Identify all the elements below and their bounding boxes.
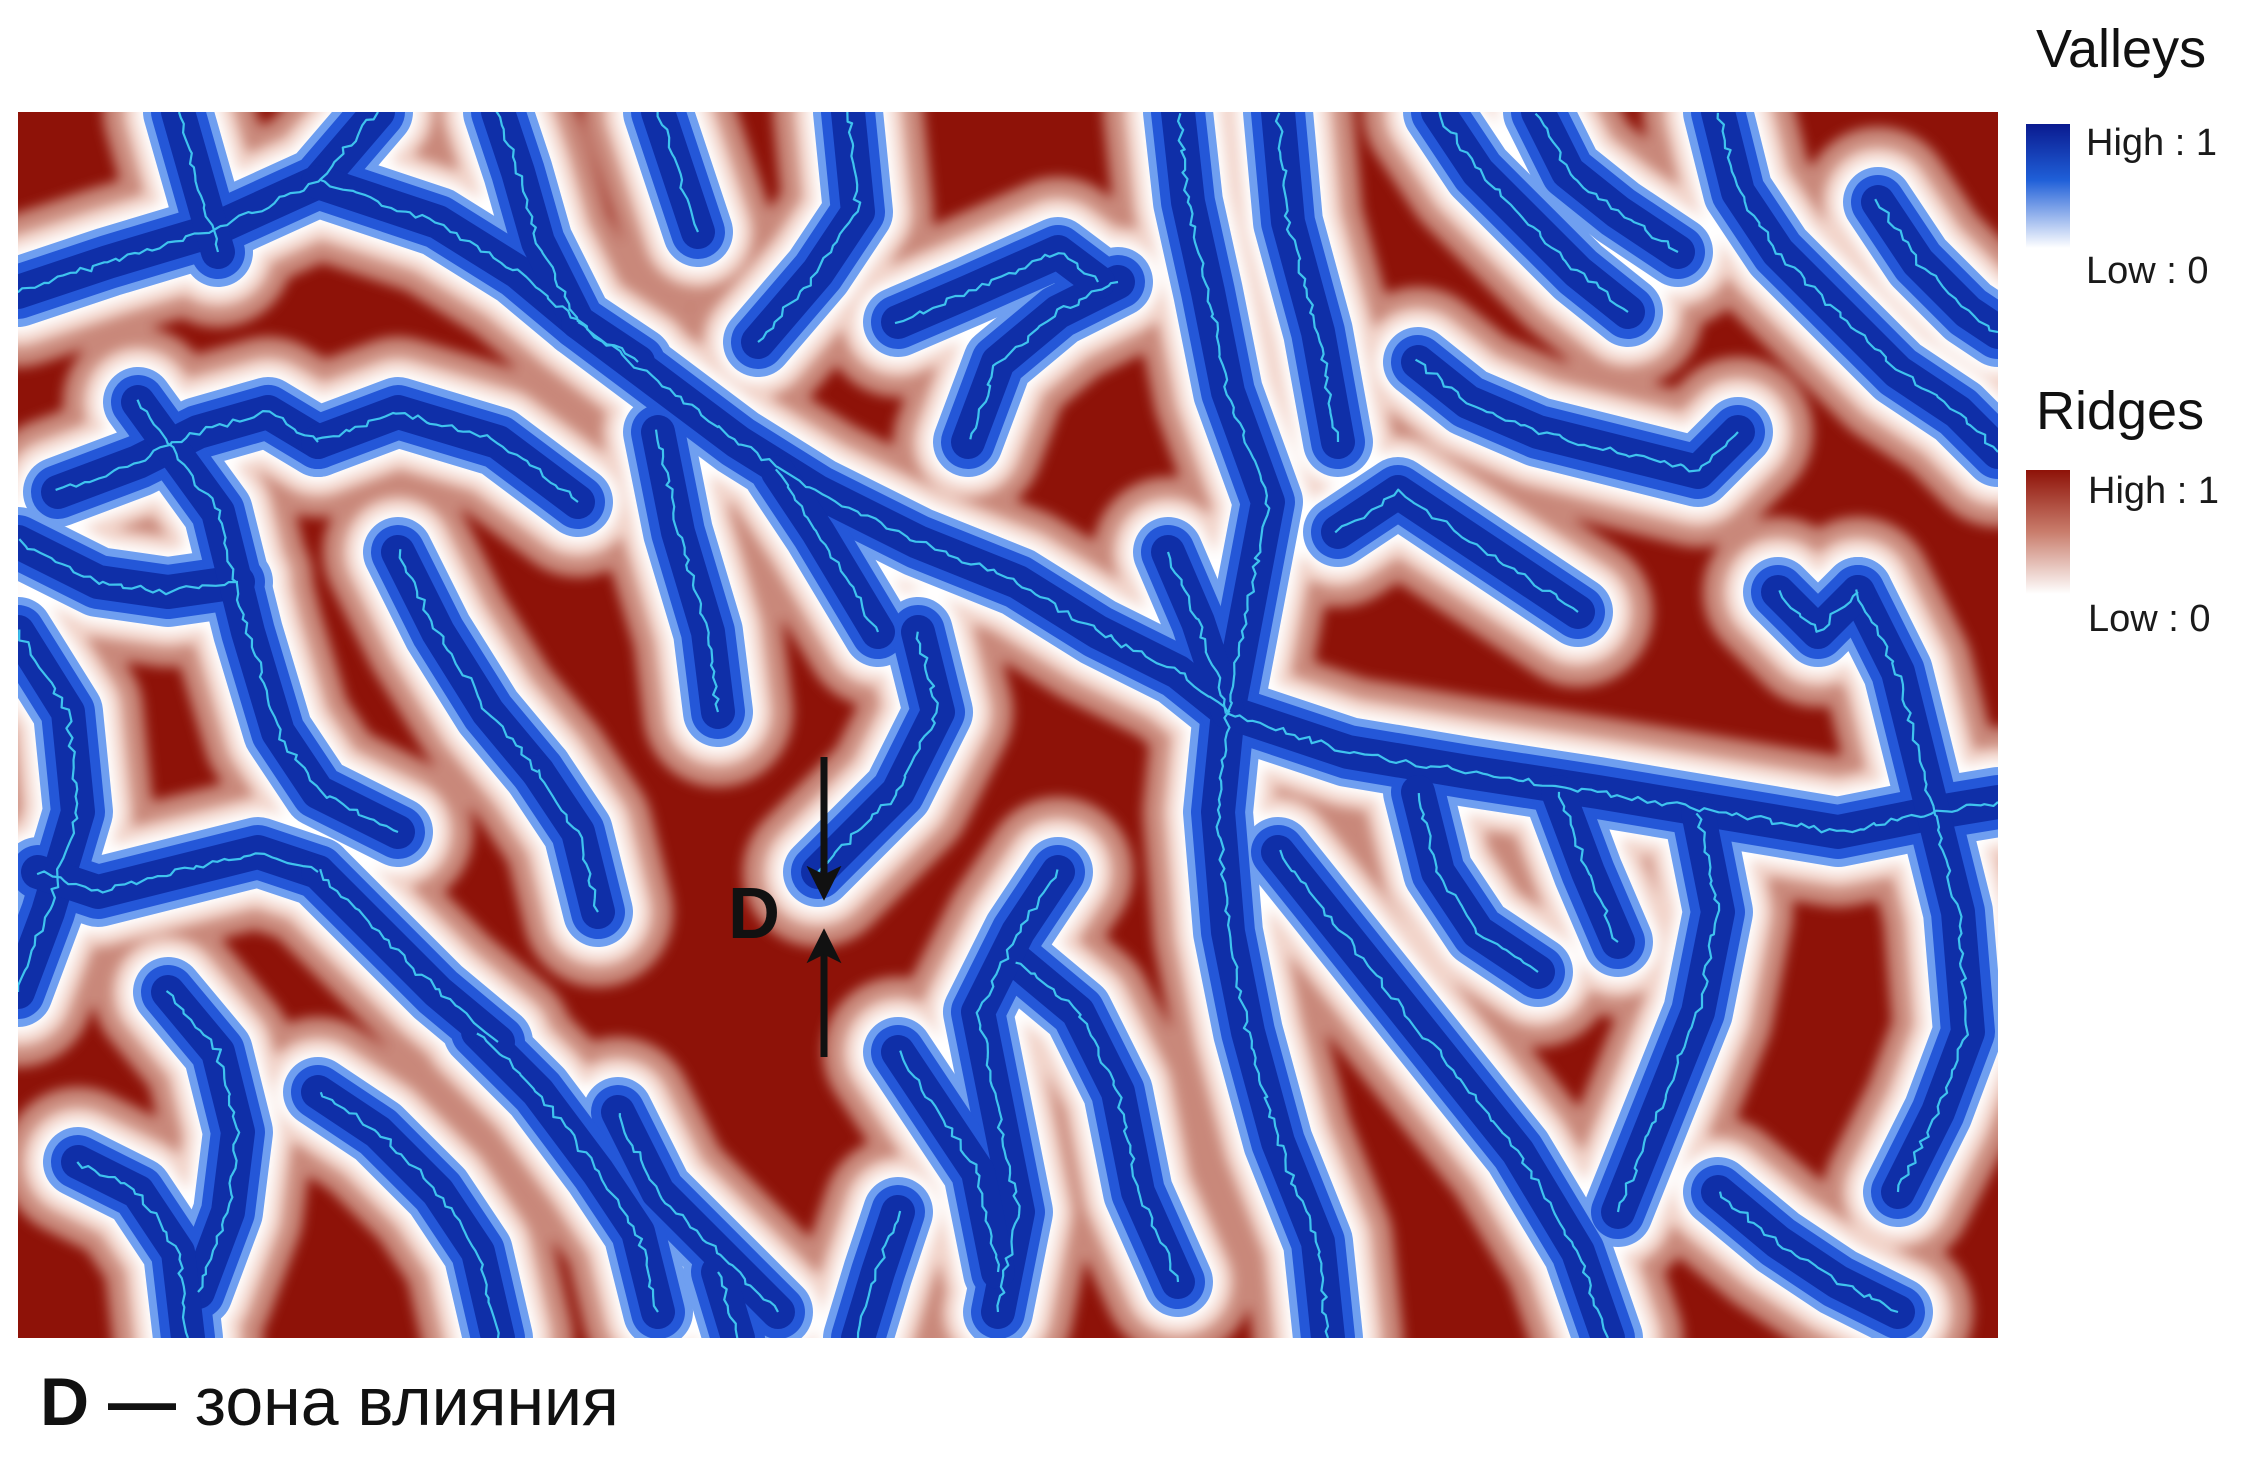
stream-line-28 <box>1874 198 1998 334</box>
stream-line-11 <box>18 629 79 993</box>
stream-line-13 <box>136 399 399 834</box>
valley-core-channel-36 <box>841 1195 915 1338</box>
caption-text: зона влияния <box>194 1364 619 1440</box>
valley-core-channel-35 <box>881 1035 1015 1289</box>
stream-line-7 <box>969 280 1119 440</box>
stream-line-24 <box>1334 488 1579 613</box>
stream-line-20 <box>1227 712 1998 834</box>
stream-line-40 <box>165 990 241 1293</box>
legend-valleys-ramp <box>2026 124 2070 248</box>
stream-line-37 <box>618 1113 779 1313</box>
stream-line-35 <box>899 1050 1000 1273</box>
legend-valleys-low: Low : 0 <box>2086 250 2209 292</box>
stream-line-34 <box>975 869 1059 1313</box>
stream-line-17 <box>774 468 880 633</box>
stream-line-16 <box>654 429 720 713</box>
legend-ridges-high: High : 1 <box>2088 470 2219 512</box>
stream-line-27 <box>1716 112 1998 453</box>
stream-line-48 <box>717 1271 739 1338</box>
stream-line-33 <box>1015 961 1180 1283</box>
stream-line-29 <box>1855 589 1969 1193</box>
valley-core-channel-29 <box>1841 575 1985 1209</box>
stream-line-47 <box>656 112 700 233</box>
stream-line-5 <box>1177 112 1271 713</box>
stream-line-41 <box>76 1161 190 1338</box>
stream-line-6 <box>1274 112 1340 443</box>
stream-line-39 <box>319 1091 500 1338</box>
caption-dash: — <box>108 1364 177 1440</box>
legend-valleys-high: High : 1 <box>2086 122 2217 164</box>
stream-line-36 <box>856 1210 902 1338</box>
stream-line-44 <box>537 769 599 913</box>
valley-core-channel-11 <box>18 615 95 1009</box>
valley-core-channel-2 <box>481 112 595 339</box>
stream-line-10 <box>18 538 239 596</box>
legend-ridges-ramp <box>2026 470 2070 594</box>
terrain-map <box>18 112 1998 1338</box>
stream-line-4 <box>757 112 862 343</box>
stream-line-9 <box>55 410 319 491</box>
stream-line-45 <box>1718 1191 1899 1314</box>
caption: D — зона влияния <box>40 1368 619 1436</box>
stream-line-31 <box>1417 793 1539 973</box>
stream-line-12 <box>177 112 220 253</box>
stream-line-14 <box>316 411 579 503</box>
stream-line-42 <box>36 852 319 894</box>
stream-network <box>18 112 1998 1338</box>
stream-line-22 <box>1279 849 1609 1338</box>
stream-line-46 <box>1778 589 1859 633</box>
stream-line-19 <box>1215 710 1330 1338</box>
legend-ridges-low: Low : 0 <box>2088 598 2211 640</box>
legend-ridges-title: Ridges <box>2036 381 2205 441</box>
stream-line-8 <box>894 252 1099 325</box>
stream-line-15 <box>398 549 539 773</box>
stream-line-38 <box>476 1032 659 1313</box>
stream-line-30 <box>1616 812 1721 1213</box>
stream-line-21 <box>1166 551 1227 714</box>
stream-line-18 <box>817 631 939 873</box>
zone-marker-d: D <box>728 874 780 954</box>
valley-ridge-raster <box>18 112 1998 1338</box>
stream-line-26 <box>1534 112 1679 253</box>
stream-line-3 <box>577 321 1229 713</box>
legend-valleys-title: Valleys <box>2036 19 2207 79</box>
stream-line-23 <box>1414 358 1739 473</box>
stream-line-43 <box>319 868 499 1043</box>
stream-line-2 <box>495 112 580 323</box>
caption-key: D <box>40 1364 90 1440</box>
stream-line-32 <box>1557 791 1619 943</box>
valley-core-channel-24 <box>1321 475 1595 629</box>
stream-line-25 <box>1438 112 1629 313</box>
